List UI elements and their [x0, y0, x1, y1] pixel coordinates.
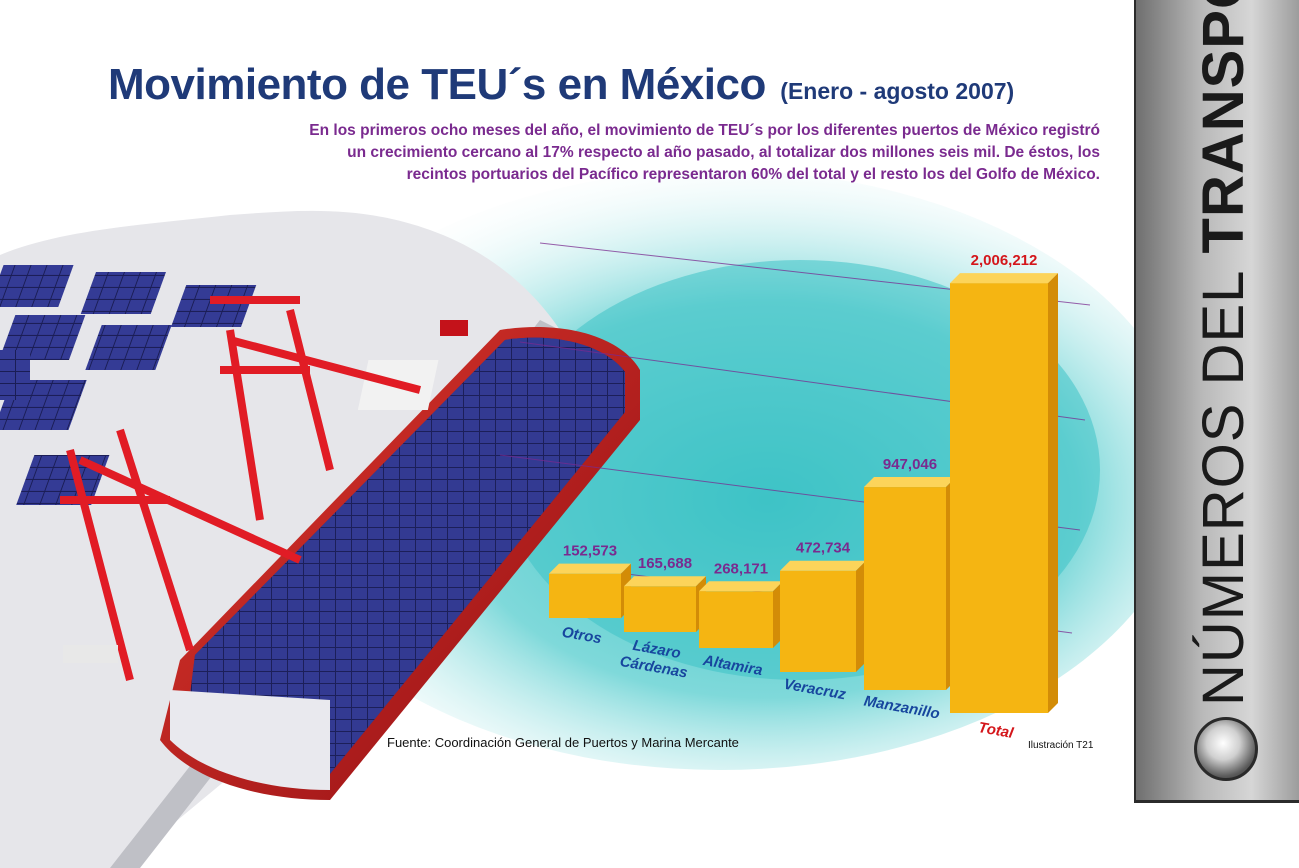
category-label-5: Total: [977, 719, 1016, 742]
section-label-bold: TRANSPORTE: [1191, 0, 1256, 254]
bar-3: [780, 570, 856, 672]
bar-4: [864, 487, 946, 690]
page-title: Movimiento de TEU´s en México: [108, 60, 766, 109]
bar-top-0: [549, 563, 631, 574]
bar-2: [699, 591, 773, 648]
bar-top-4: [864, 477, 956, 488]
illustration-credit: Ilustración T21: [1028, 740, 1094, 751]
dock-container-stacks: [0, 265, 257, 505]
bar-side-3: [856, 560, 866, 672]
round-button-icon: [1194, 717, 1258, 781]
section-sidebar: [1134, 0, 1299, 803]
value-label-2: 268,171: [714, 560, 768, 577]
bar-top-2: [699, 581, 783, 592]
intro-line: un crecimiento cercano al 17% respecto a…: [347, 144, 1100, 161]
bar-1: [624, 586, 696, 632]
bar-top-3: [780, 560, 866, 571]
section-label-thin: NÚMEROS DEL: [1191, 269, 1256, 706]
gantry-cranes: [60, 296, 422, 682]
bar-top-1: [624, 576, 706, 587]
section-label: NÚMEROS DEL TRANSPORTE: [1190, 0, 1257, 706]
trucks: [63, 320, 468, 663]
container-ship: [160, 326, 640, 800]
category-label-0: Otros: [561, 624, 603, 648]
intro-paragraph: En los primeros ocho meses del año, el m…: [300, 120, 1100, 186]
value-label-0: 152,573: [563, 543, 617, 560]
intro-line: En los primeros ocho meses del año, el m…: [309, 122, 1100, 139]
value-label-1: 165,688: [638, 555, 692, 572]
category-label-line: Otros: [561, 624, 603, 648]
bar-0: [549, 573, 621, 618]
bar-side-5: [1048, 273, 1058, 713]
source-note: Fuente: Coordinación General de Puertos …: [387, 735, 739, 750]
chart-bars: [549, 273, 1058, 713]
intro-line: recintos portuarios del Pacífico represe…: [406, 166, 1100, 183]
value-label-3: 472,734: [796, 540, 851, 557]
bar-top-5: [950, 273, 1058, 284]
title-row: Movimiento de TEU´s en México (Enero - a…: [108, 60, 1014, 110]
value-label-4: 947,046: [883, 456, 937, 473]
page-subtitle: (Enero - agosto 2007): [780, 78, 1015, 104]
bar-5: [950, 283, 1048, 713]
category-label-line: Total: [977, 719, 1016, 742]
value-label-5: 2,006,212: [971, 252, 1038, 269]
